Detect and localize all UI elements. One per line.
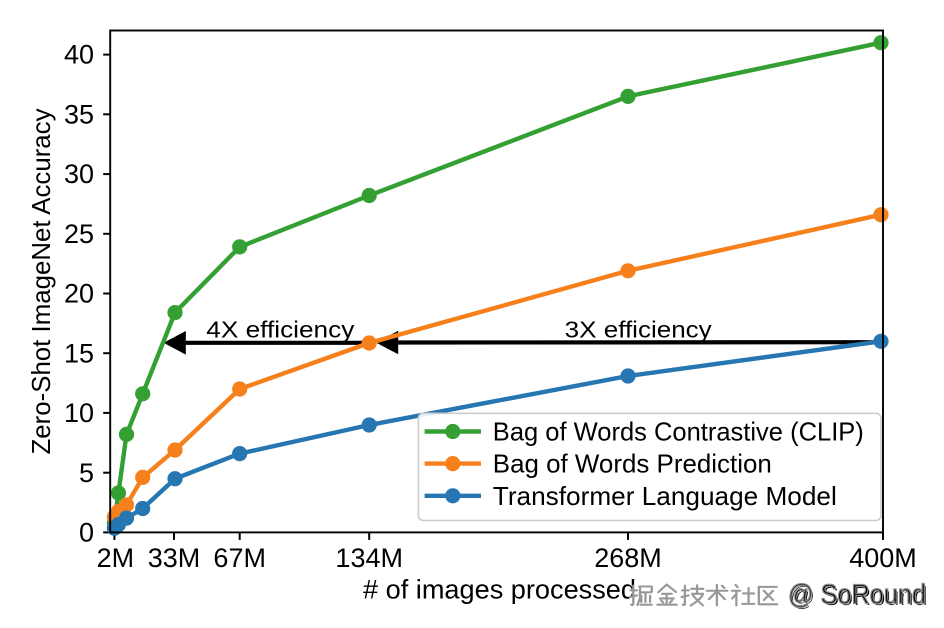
svg-text:67M: 67M (213, 543, 266, 573)
svg-text:Transformer Language Model: Transformer Language Model (493, 481, 837, 511)
svg-text:# of images processed: # of images processed (363, 575, 636, 605)
svg-text:268M: 268M (594, 543, 662, 573)
svg-text:25: 25 (64, 219, 94, 249)
svg-text:4X efficiency: 4X efficiency (206, 316, 354, 342)
svg-text:20: 20 (64, 279, 94, 309)
svg-text:2M: 2M (97, 543, 135, 573)
svg-text:10: 10 (64, 398, 94, 428)
svg-text:0: 0 (79, 518, 94, 548)
svg-text:@ SoRound: @ SoRound (790, 580, 928, 611)
svg-text:33M: 33M (148, 543, 201, 573)
svg-text:Zero-Shot ImageNet Accuracy: Zero-Shot ImageNet Accuracy (26, 109, 56, 455)
svg-text:Bag of Words Prediction: Bag of Words Prediction (493, 449, 772, 479)
svg-text:40: 40 (64, 40, 94, 70)
svg-text:Bag of Words Contrastive (CLIP: Bag of Words Contrastive (CLIP) (493, 417, 864, 447)
svg-text:134M: 134M (335, 543, 403, 573)
svg-text:15: 15 (64, 338, 94, 368)
svg-text:@ SoRound: @ SoRound (788, 579, 926, 610)
svg-text:3X efficiency: 3X efficiency (565, 316, 712, 342)
svg-text:5: 5 (79, 458, 94, 488)
svg-text:30: 30 (64, 159, 94, 189)
svg-text:400M: 400M (849, 543, 917, 573)
svg-text:35: 35 (64, 99, 94, 129)
